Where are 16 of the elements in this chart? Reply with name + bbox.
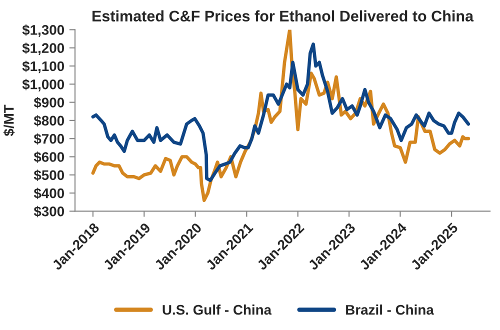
y-tick-label: $400 (34, 188, 64, 200)
y-tick-label: $1,000 (22, 78, 64, 92)
y-tick-label: $600 (34, 151, 64, 163)
y-tick-label: $500 (34, 170, 64, 181)
y-tick-label: $1,300 (22, 24, 64, 37)
legend-label: Brazil - China (346, 304, 434, 315)
y-tick-label: $300 (34, 206, 64, 218)
legend-label: U.S. Gulf - China (162, 304, 272, 315)
line-series (91, 42, 470, 182)
y-tick-label: $700 (34, 133, 64, 145)
y-tick-label: $900 (34, 97, 64, 108)
chart-title: Estimated C&F Prices for Ethanol Delivered to China (92, 10, 474, 22)
y-tick-label: $1,200 (22, 42, 64, 56)
y-tick-label: $1,100 (22, 60, 64, 74)
y-tick-label: $800 (34, 115, 64, 127)
y-axis-title: $/MT (3, 104, 15, 136)
